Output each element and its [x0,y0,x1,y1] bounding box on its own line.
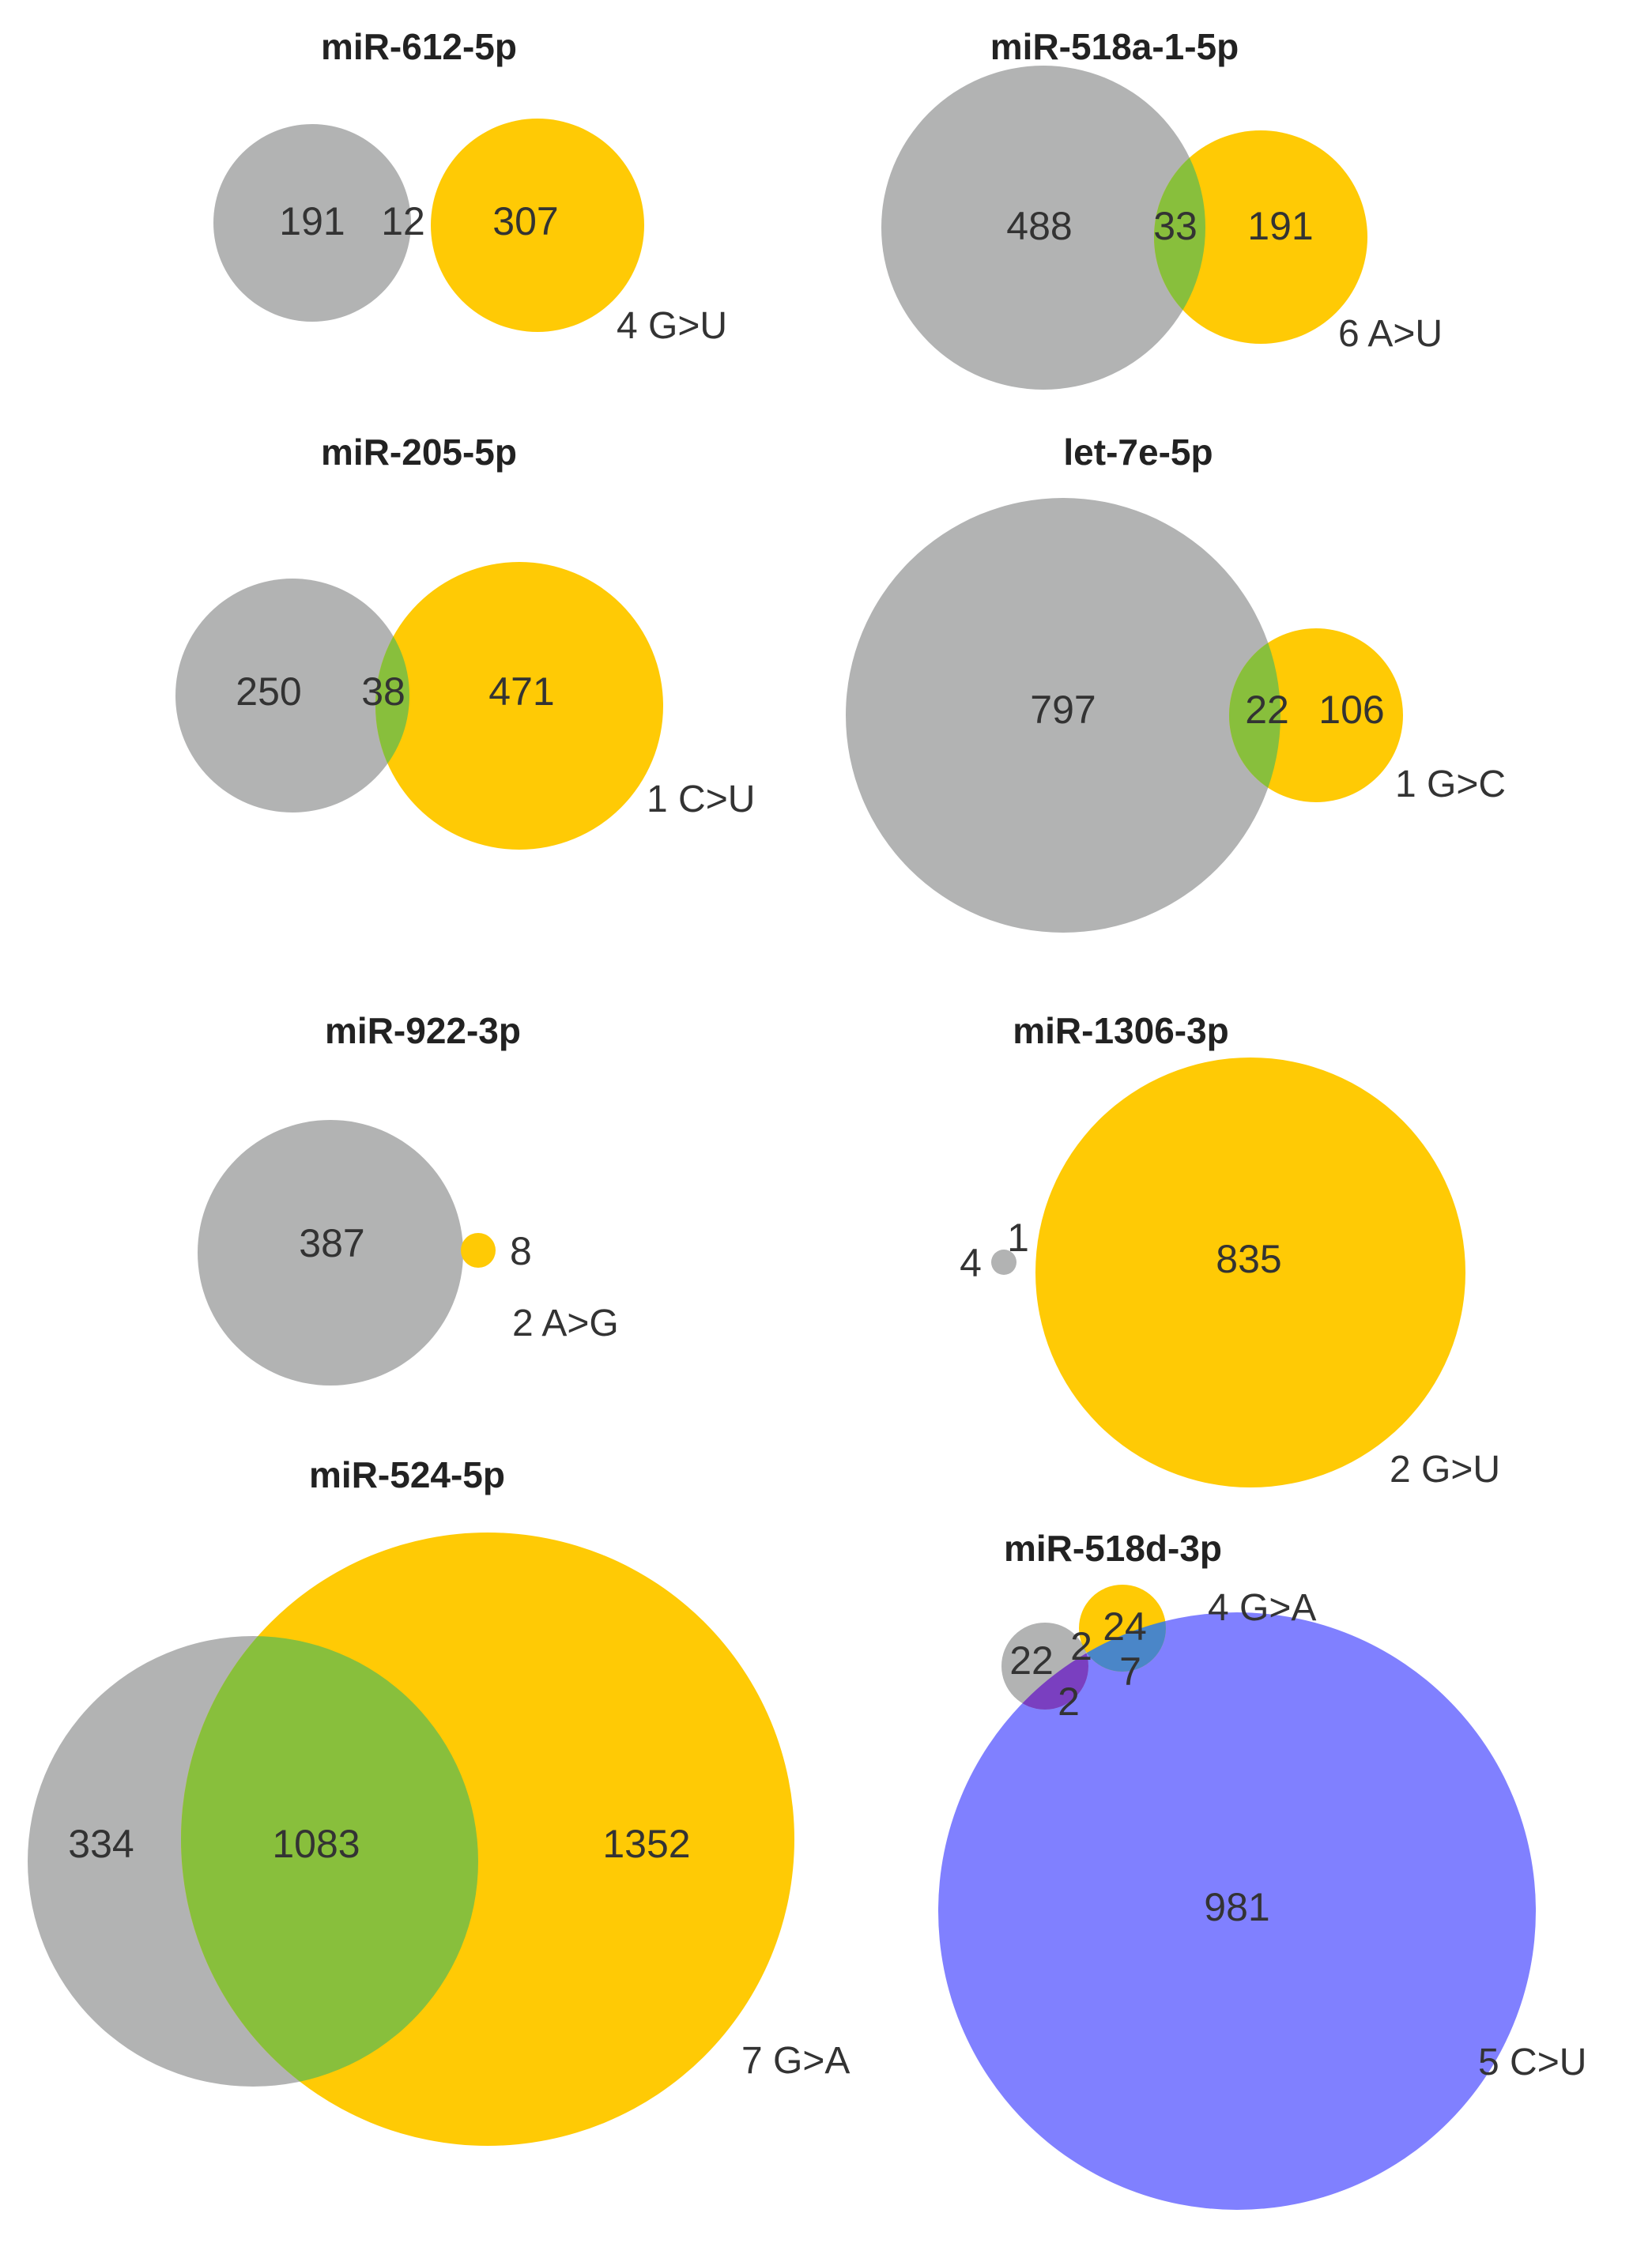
panel-title: miR-205-5p [321,432,517,473]
gray-only-count: 22 [1009,1638,1054,1683]
overlap-region [1229,628,1280,802]
yellow-only-count: 471 [488,669,554,714]
panel-title: miR-524-5p [309,1454,505,1495]
mutation-label: 2 G>U [1390,1449,1500,1491]
mutation-label-blue: 5 C>U [1478,2042,1586,2083]
gray-yellow-count: 2 [1070,1624,1092,1668]
gray-only-count: 191 [279,199,345,243]
mutation-label: 6 A>U [1338,313,1443,355]
venn-panel-mir-524-5p: miR-524-5p 334 1083 1352 7 G>A [28,1454,850,2146]
overlap-region [181,1636,478,2087]
mutation-label: 2 A>G [512,1303,619,1344]
gray-blue-count: 2 [1058,1680,1080,1724]
yellow-only-count: 191 [1247,204,1313,248]
gray-circle [881,66,1205,390]
overlap-count: 1 [1007,1216,1029,1260]
panel-title: miR-518a-1-5p [990,26,1239,67]
mutation-label-yellow: 4 G>A [1208,1587,1316,1629]
venn-panel-mir-518d-3p: miR-518d-3p 22 2 24 7 2 981 4 G>A 5 C>U [938,1528,1586,2210]
gray-circle [175,579,409,812]
overlap-count: 33 [1153,204,1198,248]
yellow-only-count: 8 [510,1229,532,1273]
gray-only-count: 797 [1030,688,1096,732]
gray-circle [198,1120,463,1386]
venn-panel-let-7e-5p: let-7e-5p 797 22 106 1 G>C [846,432,1506,933]
yellow-only-count: 835 [1216,1237,1281,1281]
mutation-label: 1 G>C [1395,763,1506,805]
gray-circle [213,124,411,322]
mutation-label: 7 G>A [741,2040,850,2082]
panel-title: miR-1306-3p [1013,1010,1229,1051]
overlap-count: 38 [361,669,405,714]
panel-title: miR-922-3p [325,1010,521,1051]
yellow-circle [375,562,663,850]
blue-circle [938,1612,1536,2210]
blue-only-count: 981 [1204,1885,1269,1929]
gray-circle [991,1250,1016,1275]
venn-panel-mir-1306-3p: miR-1306-3p 4 1 835 2 G>U [960,1010,1500,1491]
overlap-count: 12 [381,199,425,243]
venn-panel-mir-922-3p: miR-922-3p 387 8 2 A>G [198,1010,619,1386]
venn-panel-mir-612-5p: miR-612-5p 191 12 307 4 G>U [213,26,727,347]
gray-only-count: 387 [299,1221,364,1265]
yellow-circle [431,119,644,332]
yellow-circle [1035,1058,1465,1487]
gray-only-count: 488 [1006,204,1072,248]
venn-panel-mir-518a-1-5p: miR-518a-1-5p 488 33 191 6 A>U [881,26,1443,390]
panel-title: miR-518d-3p [1004,1528,1222,1569]
yellow-circle [461,1233,496,1268]
panel-title: miR-612-5p [321,26,517,67]
gray-only-count: 334 [68,1822,134,1866]
overlap-count: 1083 [272,1822,360,1866]
yellow-blue-count: 7 [1119,1649,1141,1694]
gray-only-count: 4 [960,1241,982,1285]
mutation-label: 4 G>U [617,305,727,347]
yellow-only-count: 24 [1103,1604,1147,1649]
gray-only-count: 250 [236,669,301,714]
overlap-count: 22 [1245,688,1289,732]
gray-circle [846,498,1280,933]
yellow-only-count: 307 [492,199,558,243]
venn-panel-mir-205-5p: miR-205-5p 250 38 471 1 C>U [175,432,755,850]
yellow-only-count: 106 [1318,688,1384,732]
mutation-label: 1 C>U [647,779,755,820]
panel-title: let-7e-5p [1063,432,1213,473]
yellow-circle [1154,130,1367,344]
yellow-only-count: 1352 [602,1822,690,1866]
